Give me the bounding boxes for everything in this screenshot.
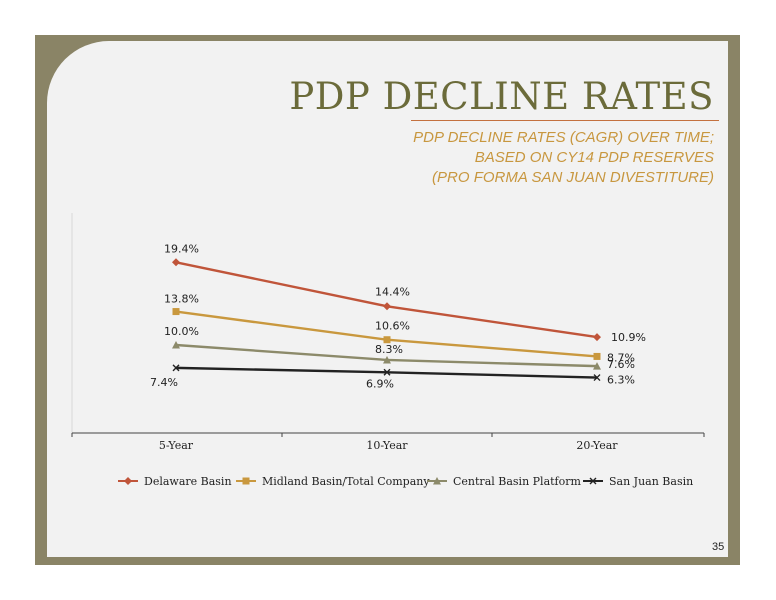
data-label: 10.0% — [164, 325, 199, 338]
data-point-marker — [172, 258, 180, 267]
data-label: 10.9% — [611, 331, 646, 344]
data-point-marker — [383, 368, 391, 376]
page-number: 35 — [712, 541, 725, 553]
data-point-marker — [593, 352, 601, 360]
legend-marker — [242, 477, 250, 485]
title-underline — [411, 120, 719, 121]
subtitle-line: (PRO FORMA SAN JUAN DIVESTITURE) — [432, 169, 714, 186]
data-label: 7.6% — [607, 358, 635, 371]
data-label: 19.4% — [164, 242, 199, 255]
data-point-marker — [172, 341, 180, 349]
data-point-marker — [383, 302, 391, 311]
data-point-marker — [383, 355, 391, 364]
data-point-marker — [172, 308, 180, 316]
legend-label: Midland Basin/Total Company — [262, 475, 430, 488]
data-point-marker — [593, 374, 601, 382]
slide-subtitle: PDP DECLINE RATES (CAGR) OVER TIME; BASE… — [413, 128, 714, 188]
legend-marker — [589, 477, 597, 485]
legend-label: San Juan Basin — [609, 475, 693, 488]
data-point-marker — [593, 362, 601, 370]
legend-marker — [124, 477, 132, 485]
x-tick-label: 5-Year — [159, 439, 194, 452]
x-tick-label: 10-Year — [366, 439, 408, 452]
legend-marker — [433, 477, 441, 485]
subtitle-line: BASED ON CY14 PDP RESERVES — [474, 149, 714, 166]
subtitle-line: PDP DECLINE RATES (CAGR) OVER TIME; — [413, 129, 714, 146]
data-label: 8.7% — [607, 351, 635, 364]
data-label: 7.4% — [150, 376, 178, 389]
legend-label: Central Basin Platform — [453, 475, 581, 488]
legend-label: Delaware Basin — [144, 475, 232, 488]
slide-canvas: PDP DECLINE RATES PDP DECLINE RATES (CAG… — [47, 41, 728, 557]
data-label: 8.3% — [375, 343, 403, 356]
data-label: 6.3% — [607, 374, 635, 387]
data-point-marker — [172, 364, 180, 372]
data-label: 14.4% — [375, 285, 410, 298]
slide-title: PDP DECLINE RATES — [289, 75, 714, 118]
data-point-marker — [593, 333, 601, 342]
x-tick-label: 20-Year — [576, 439, 618, 452]
data-point-marker — [383, 336, 391, 344]
data-label: 6.9% — [366, 377, 394, 390]
data-label: 13.8% — [164, 293, 199, 306]
data-label: 10.6% — [375, 320, 410, 333]
